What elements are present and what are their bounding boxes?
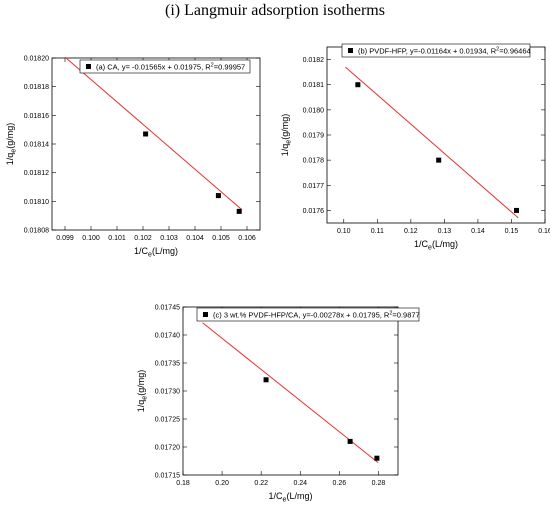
- x-axis-label: 1/Ce(L/mg): [414, 239, 458, 252]
- x-tick-label: 0.12: [404, 228, 418, 235]
- y-tick-label: 0.0181: [303, 82, 325, 89]
- legend-box: [79, 59, 251, 74]
- x-axis-label: 1/Ce(L/mg): [134, 246, 178, 259]
- x-tick-label: 0.14: [471, 228, 485, 235]
- chart-1: 0.10 0.11 0.12 0.13 0.14 0.15 0.16 0.0176 0.0177…: [280, 43, 550, 252]
- y-tick-label: 0.01745: [155, 305, 180, 312]
- x-tick-label: 0.22: [254, 480, 268, 487]
- x-tick-label: 0.10: [337, 228, 351, 235]
- y-tick-label: 0.01720: [155, 445, 180, 452]
- data-point: [236, 208, 242, 214]
- y-tick-label: 0.0180: [303, 107, 325, 114]
- x-tick-label: 0.103: [160, 235, 178, 242]
- legend-box: [341, 43, 531, 58]
- y-tick-label: 0.01740: [155, 333, 180, 340]
- legend: (b) PVDF-HFP, y=-0.01164x + 0.01934, R2=…: [341, 43, 531, 58]
- legend-marker: [348, 48, 353, 53]
- y-tick-label: 0.01818: [24, 84, 49, 91]
- x-tick-label: 0.106: [238, 235, 256, 242]
- legend-label: (c) 3 wt.% PVDF-HFP/CA, y=-0.00278x + 0.…: [213, 311, 420, 320]
- data-point: [263, 377, 269, 383]
- data-point: [355, 82, 361, 88]
- chart-2: 0.18 0.20 0.22 0.24 0.26 0.28 0.01715 0.01720 0.…: [136, 305, 420, 504]
- y-tick-label: 0.0179: [303, 133, 325, 140]
- y-tick-label: 0.01820: [24, 56, 49, 63]
- x-tick-label: 0.15: [505, 228, 519, 235]
- x-tick-label: 0.28: [372, 480, 386, 487]
- x-tick-label: 0.11: [371, 228, 384, 235]
- legend-box: [196, 307, 420, 322]
- data-point: [436, 157, 442, 163]
- x-tick-label: 0.18: [176, 480, 190, 487]
- y-axis-label: 1/qe(g/mg): [136, 370, 149, 412]
- x-tick-label: 0.20: [215, 480, 229, 487]
- legend-marker: [86, 64, 91, 69]
- legend-label: (b) PVDF-HFP, y=-0.01164x + 0.01934, R2=…: [358, 47, 531, 56]
- y-axis-label: 1/qe(g/mg): [5, 123, 18, 165]
- legend-marker: [203, 312, 208, 317]
- x-tick-label: 0.104: [186, 235, 204, 242]
- y-axis-label: 1/qe(g/mg): [280, 114, 293, 156]
- x-tick-label: 0.105: [212, 235, 230, 242]
- plot-frame: [51, 57, 261, 231]
- fit-line: [64, 56, 243, 210]
- plot-frame: [182, 306, 399, 476]
- y-tick-label: 0.0176: [303, 208, 325, 215]
- y-tick-label: 0.01735: [155, 361, 180, 368]
- data-point: [347, 438, 353, 444]
- x-tick-label: 0.16: [538, 228, 550, 235]
- data-point: [374, 455, 380, 461]
- x-tick-label: 0.100: [82, 235, 100, 242]
- y-tick-label: 0.0182: [303, 57, 325, 64]
- y-tick-label: 0.01725: [155, 417, 180, 424]
- y-tick-label: 0.01816: [24, 113, 49, 120]
- y-tick-label: 0.01715: [155, 473, 180, 480]
- x-tick-label: 0.13: [438, 228, 452, 235]
- legend-label: (a) CA, y= -0.01565x + 0.01975, R2=0.999…: [96, 63, 245, 72]
- data-point: [513, 207, 519, 213]
- page-title: (i) Langmuir adsorption isotherms: [165, 2, 385, 19]
- x-tick-label: 0.24: [293, 480, 307, 487]
- y-tick-label: 0.01810: [24, 199, 49, 206]
- x-tick-label: 0.101: [108, 235, 126, 242]
- data-point: [215, 193, 221, 199]
- y-tick-label: 0.0178: [303, 158, 325, 165]
- y-tick-label: 0.01730: [155, 389, 180, 396]
- legend: (a) CA, y= -0.01565x + 0.01975, R2=0.999…: [79, 59, 251, 74]
- y-tick-label: 0.01808: [24, 228, 49, 235]
- y-tick-label: 0.01814: [24, 142, 49, 149]
- x-tick-label: 0.26: [333, 480, 347, 487]
- x-axis-label: 1/Ce(L/mg): [269, 491, 313, 504]
- x-tick-label: 0.099: [56, 235, 74, 242]
- y-tick-label: 0.0177: [303, 183, 325, 190]
- legend: (c) 3 wt.% PVDF-HFP/CA, y=-0.00278x + 0.…: [196, 307, 420, 322]
- chart-0: 0.099 0.100 0.101 0.102 0.103 0.104 0.105 0.106…: [5, 56, 261, 259]
- y-tick-label: 0.01812: [24, 170, 49, 177]
- data-point: [143, 131, 149, 137]
- fit-line: [345, 66, 519, 219]
- plot-frame: [326, 46, 546, 224]
- x-tick-label: 0.102: [134, 235, 152, 242]
